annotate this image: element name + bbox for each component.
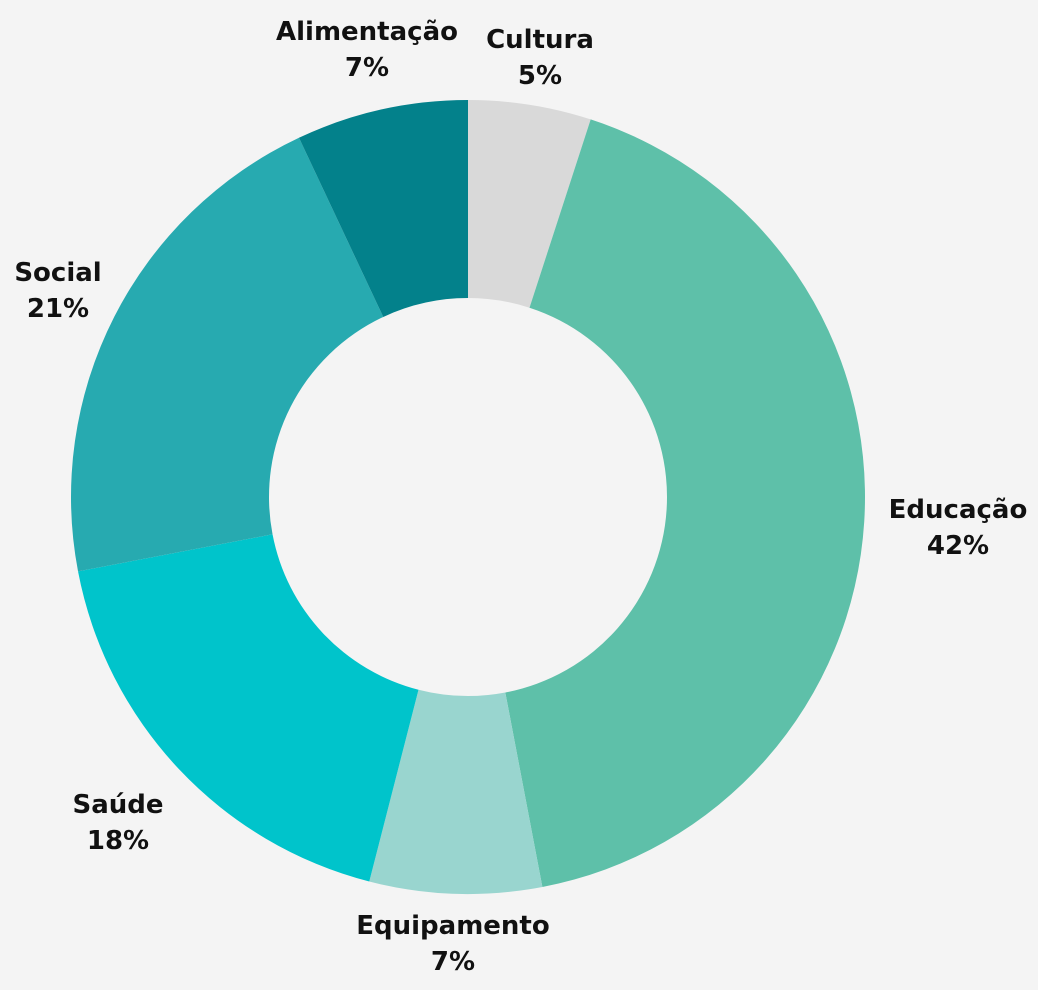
slice-alimentacao	[298, 100, 468, 317]
category-percent: 42%	[927, 531, 989, 561]
slice-label-alimentacao: Alimentação 7%	[276, 17, 458, 83]
category-percent: 7%	[345, 53, 389, 83]
category-name: Alimentação	[276, 17, 458, 47]
category-name: Equipamento	[356, 911, 549, 941]
slice-cultura	[468, 100, 591, 308]
slice-equipamento	[369, 689, 543, 895]
slice-saude	[78, 534, 419, 882]
category-name: Saúde	[72, 790, 163, 820]
category-name: Educação	[889, 495, 1028, 525]
category-name: Social	[14, 258, 101, 288]
slice-educacao	[505, 119, 865, 887]
slice-label-educacao: Educação 42%	[889, 495, 1028, 561]
category-percent: 7%	[431, 947, 475, 977]
slice-label-cultura: Cultura 5%	[486, 25, 594, 91]
category-name: Cultura	[486, 25, 594, 55]
category-percent: 5%	[518, 61, 562, 91]
slice-social	[70, 137, 384, 572]
donut-slices	[70, 100, 865, 895]
category-percent: 21%	[27, 294, 89, 324]
slice-label-equipamento: Equipamento 7%	[356, 911, 549, 977]
slice-label-social: Social 21%	[14, 258, 101, 324]
category-percent: 18%	[87, 826, 149, 856]
slice-label-saude: Saúde 18%	[72, 790, 163, 856]
slice-labels: Cultura 5% Educação 42% Equipamento 7% Saúde 18…	[14, 17, 1027, 977]
